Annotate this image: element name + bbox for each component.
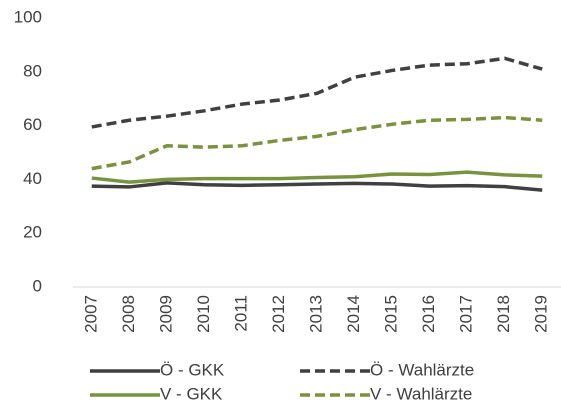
x-tick-label: 2012 bbox=[269, 295, 288, 333]
series-line bbox=[91, 56, 543, 129]
y-tick-label: 80 bbox=[23, 61, 42, 80]
x-tick-label: 2018 bbox=[494, 295, 513, 333]
y-tick-label: 40 bbox=[23, 169, 42, 188]
x-tick-label: 2013 bbox=[306, 295, 325, 333]
legend-label: V - GKK bbox=[160, 384, 223, 403]
y-tick-label: 100 bbox=[14, 7, 42, 26]
y-tick-label: 0 bbox=[33, 276, 42, 295]
legend-label: V - Wahlärzte bbox=[370, 384, 472, 403]
series-line bbox=[91, 181, 543, 192]
legend-label: Ö - Wahlärzte bbox=[370, 360, 474, 379]
x-tick-label: 2011 bbox=[231, 295, 250, 332]
series-line bbox=[91, 115, 543, 171]
y-tick-label: 20 bbox=[23, 223, 42, 242]
y-tick-label: 60 bbox=[23, 115, 42, 134]
x-tick-label: 2016 bbox=[419, 295, 438, 333]
x-tick-label: 2010 bbox=[194, 295, 213, 333]
x-tick-label: 2017 bbox=[457, 295, 476, 333]
x-tick-label: 2009 bbox=[156, 295, 175, 333]
x-tick-label: 2007 bbox=[81, 295, 100, 333]
series-line bbox=[91, 170, 543, 184]
x-tick-label: 2015 bbox=[382, 295, 401, 333]
x-tick-label: 2008 bbox=[119, 295, 138, 333]
x-tick-label: 2014 bbox=[344, 295, 363, 333]
legend-label: Ö - GKK bbox=[160, 360, 225, 379]
x-tick-label: 2019 bbox=[532, 295, 551, 333]
